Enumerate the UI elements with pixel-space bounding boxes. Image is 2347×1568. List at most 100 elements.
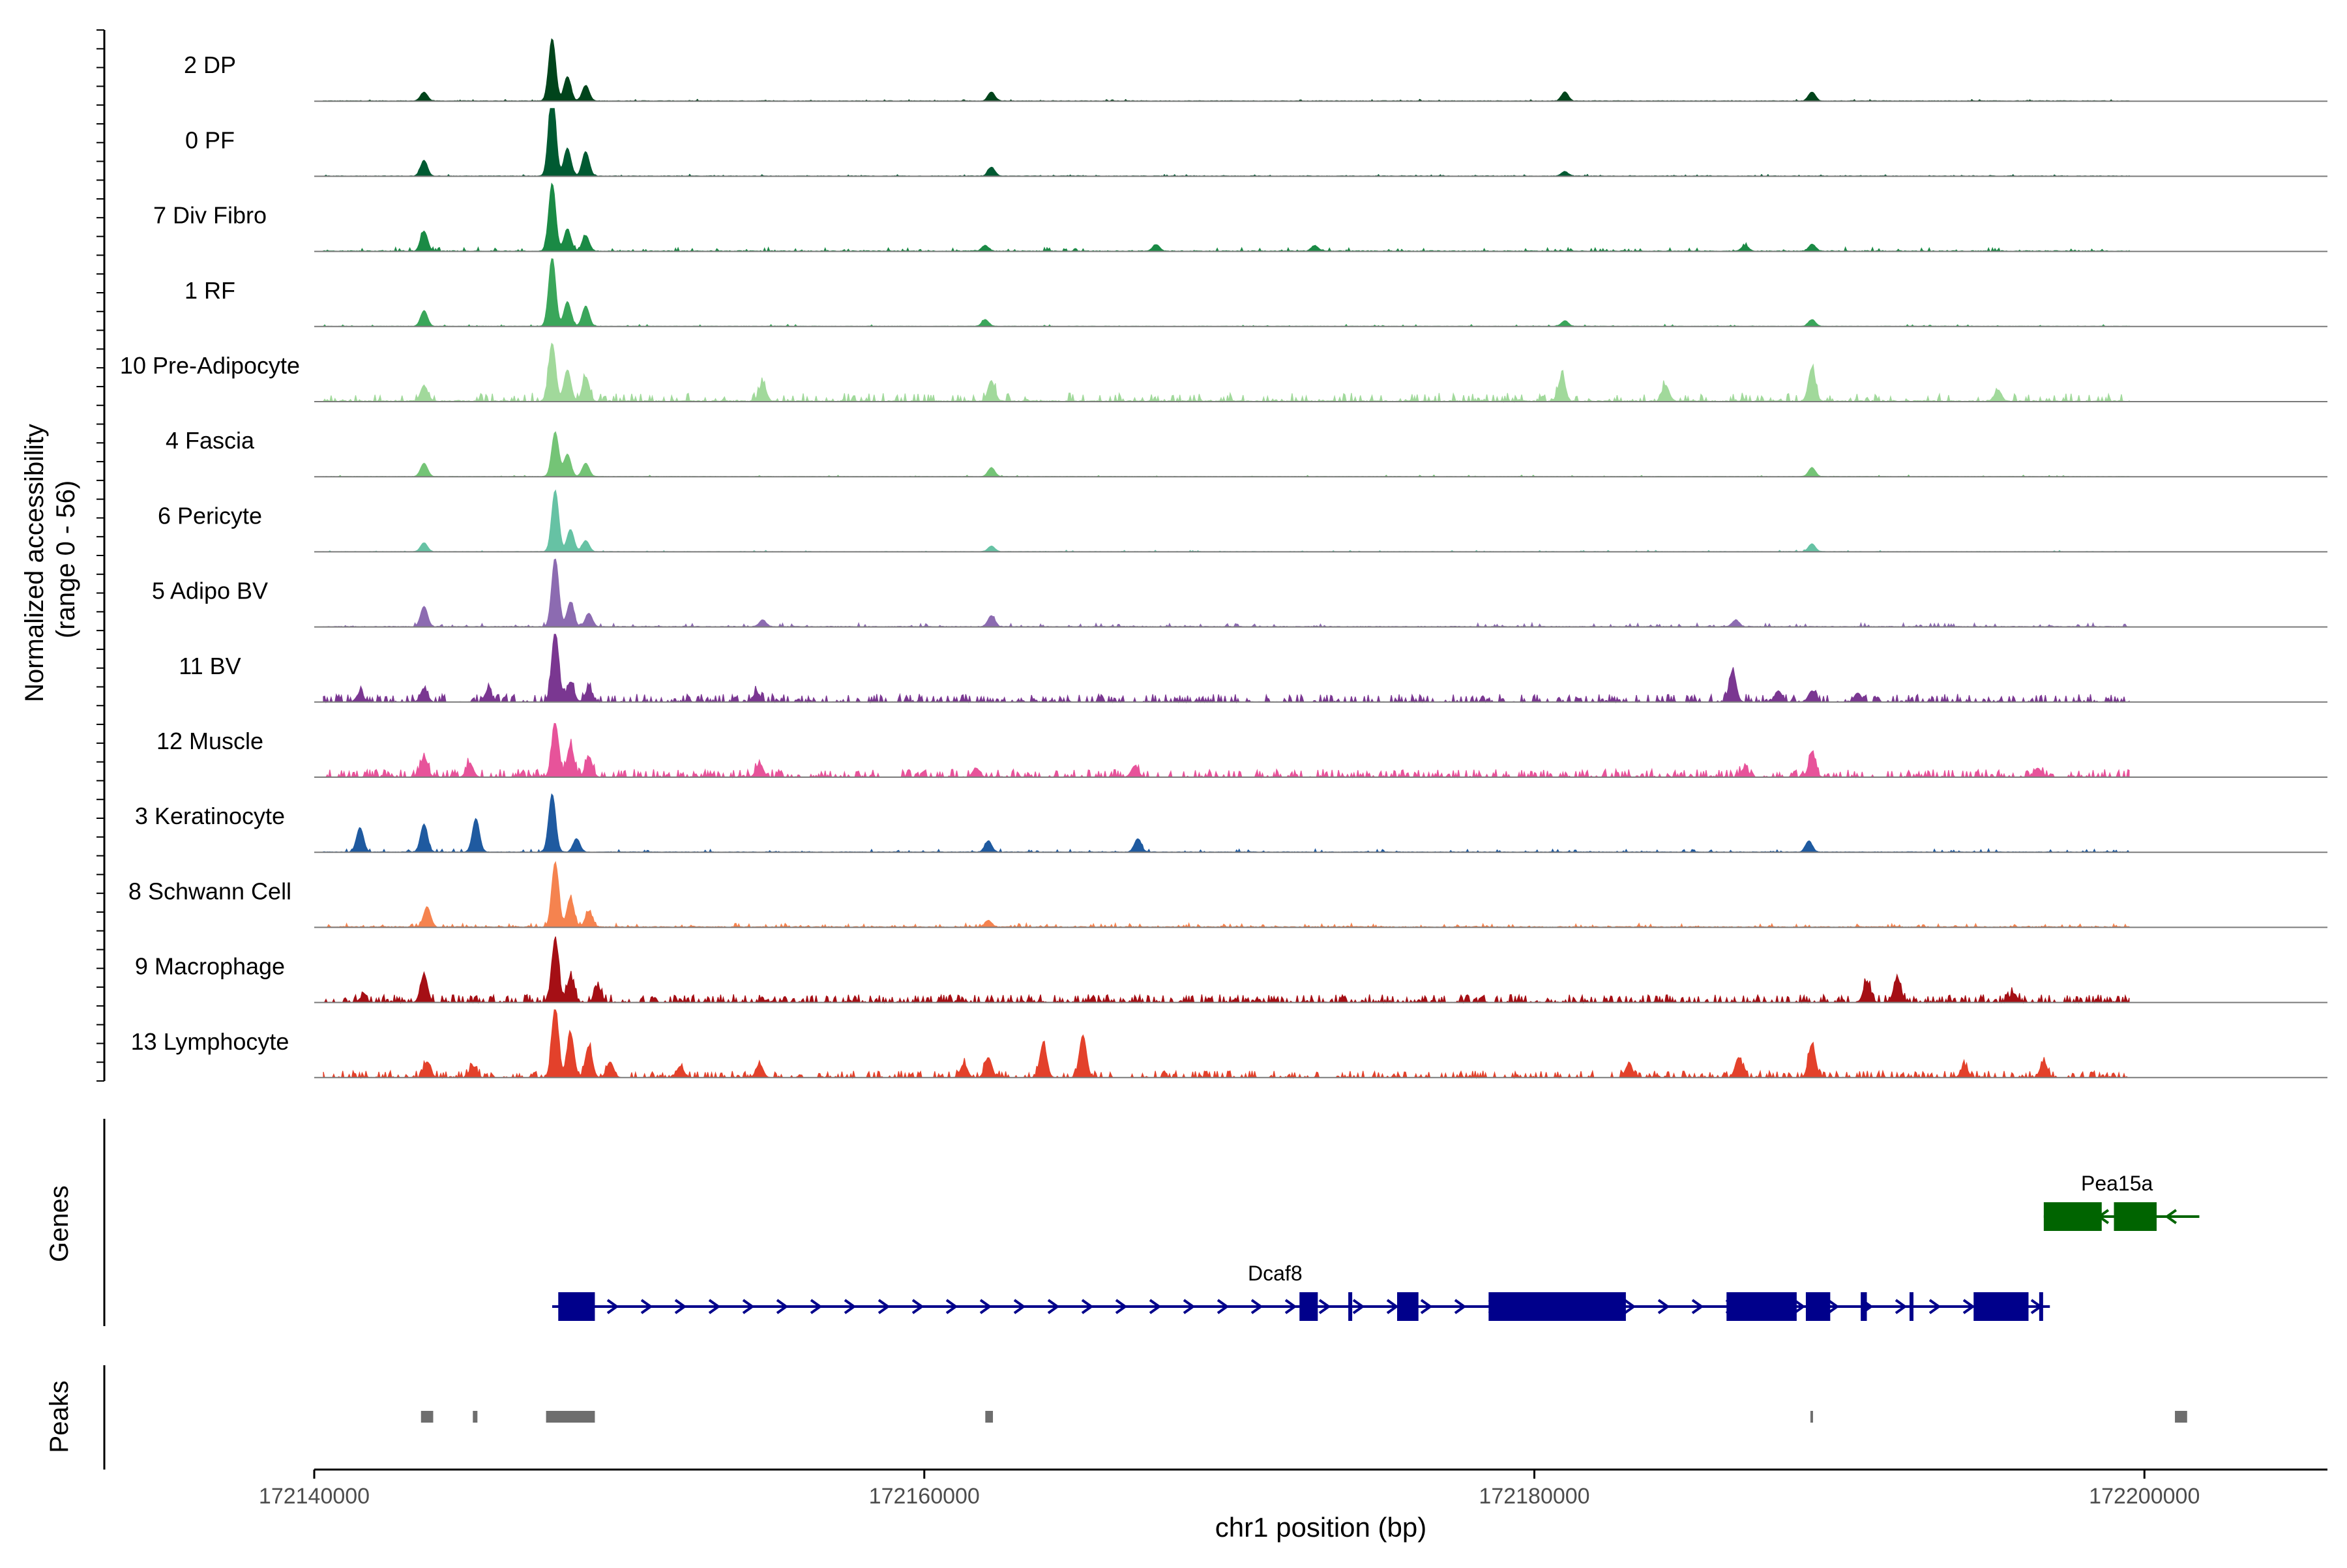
coverage-area [323, 634, 2130, 704]
strand-arrow [1623, 1299, 1636, 1314]
track-label: 2 DP [184, 52, 236, 78]
strand-arrow [606, 1299, 619, 1314]
strand-arrow [1081, 1299, 1094, 1314]
strand-arrow [640, 1299, 653, 1314]
track-label: 10 Pre-Adipocyte [120, 352, 300, 379]
strand-arrow [1827, 1299, 1840, 1314]
x-tick-label: 172140000 [259, 1484, 370, 1509]
track-label: 11 BV [179, 653, 241, 679]
track-label: 5 Adipo BV [152, 578, 268, 604]
strand-arrow [1352, 1299, 1365, 1314]
track-13-lymphocyte: 13 Lymphocyte [131, 1009, 2327, 1080]
peaks-panel [103, 1365, 2187, 1470]
strand-arrow [1115, 1299, 1128, 1314]
track-0-pf: 0 PF [185, 108, 2327, 177]
coverage-area [323, 1009, 2130, 1080]
exon-block [1348, 1292, 1353, 1321]
x-tick-label: 172160000 [869, 1484, 980, 1509]
genes-axis-title: Genes [45, 1185, 74, 1262]
strand-arrow [1318, 1299, 1331, 1314]
coverage-area [323, 861, 2130, 928]
track-label: 13 Lymphocyte [131, 1028, 289, 1055]
coverage-tracks: 2 DP 0 PF 7 Div Fibro 1 RF 10 Pre-Adipocyte 4… [96, 29, 2327, 1082]
track-1-rf: 1 RF [185, 258, 2327, 327]
track-10-pre-adipocyte: 10 Pre-Adipocyte [120, 342, 2327, 404]
strand-arrow [2164, 1209, 2177, 1224]
x-tick-label: 172180000 [1479, 1484, 1589, 1509]
strand-arrow [742, 1299, 755, 1314]
strand-arrow [1895, 1299, 1908, 1314]
strand-arrow [1454, 1299, 1467, 1314]
strand-arrow [1691, 1299, 1704, 1314]
strand-arrow [979, 1299, 992, 1314]
coverage-area [323, 38, 2130, 102]
coverage-area [323, 258, 2130, 327]
strand-arrow [1420, 1299, 1433, 1314]
exon-block [1299, 1292, 1318, 1321]
strand-arrow [674, 1299, 687, 1314]
peak-region [546, 1411, 595, 1423]
strand-arrow [911, 1299, 924, 1314]
exon-block [2043, 1202, 2102, 1231]
exon-block [1910, 1292, 1914, 1321]
strand-arrow [844, 1299, 857, 1314]
track-label: 3 Keratinocyte [135, 803, 285, 829]
coverage-area [323, 489, 2130, 553]
exon-block [1973, 1292, 2029, 1321]
strand-arrow [1183, 1299, 1196, 1314]
gene-label: Dcaf8 [1248, 1262, 1303, 1285]
peaks-axis-title: Peaks [45, 1380, 74, 1453]
peak-region [2175, 1411, 2187, 1423]
exon-block [2039, 1292, 2043, 1321]
exon-block [1488, 1292, 1626, 1321]
strand-arrow [810, 1299, 823, 1314]
exon-block [1726, 1292, 1797, 1321]
gene-dcaf8: Dcaf8 [552, 1262, 2050, 1321]
track-11-bv: 11 BV [179, 634, 2327, 704]
strand-arrow [1250, 1299, 1263, 1314]
track-8-schwann-cell: 8 Schwann Cell [128, 861, 2327, 928]
peak-region [473, 1411, 478, 1423]
y-axis-title-line1: Normalized accessibility [20, 424, 49, 702]
track-7-div-fibro: 7 Div Fibro [153, 183, 2327, 252]
strand-arrow [1217, 1299, 1230, 1314]
gene-pea15a: Pea15a [2043, 1172, 2200, 1231]
exon-block [1861, 1292, 1867, 1321]
exon-block [2114, 1202, 2157, 1231]
coverage-area [323, 108, 2130, 177]
peak-region [421, 1411, 434, 1423]
gene-label: Pea15a [2081, 1172, 2153, 1195]
track-label: 4 Fascia [166, 427, 255, 454]
coverage-area [323, 431, 2130, 477]
exon-block [1396, 1292, 1419, 1321]
coverage-area [323, 793, 2131, 853]
track-label: 7 Div Fibro [153, 202, 267, 229]
strand-arrow [708, 1299, 721, 1314]
y-axis-title-line2: (range 0 - 56) [52, 481, 80, 638]
track-label: 8 Schwann Cell [128, 878, 291, 904]
strand-arrow [878, 1299, 891, 1314]
x-tick-label: 172200000 [2089, 1484, 2200, 1509]
strand-arrow [1013, 1299, 1026, 1314]
track-4-fascia: 4 Fascia [166, 427, 2327, 478]
strand-arrow [1149, 1299, 1162, 1314]
exon-block [558, 1292, 595, 1321]
x-axis: 172140000 172160000 172180000 172200000 [259, 1468, 2327, 1509]
track-2-dp: 2 DP [184, 38, 2327, 102]
strand-arrow [1386, 1299, 1399, 1314]
track-label: 12 Muscle [156, 728, 263, 754]
track-label: 6 Pericyte [158, 502, 262, 529]
track-6-pericyte: 6 Pericyte [158, 489, 2327, 553]
strand-arrow [1793, 1299, 1806, 1314]
strand-arrow [1047, 1299, 1060, 1314]
genes-panel: Pea15a Dcaf8 [103, 1119, 2200, 1326]
peak-region [1810, 1411, 1813, 1423]
peak-region [985, 1411, 994, 1423]
axis-titles: Normalized accessibility (range 0 - 56) … [20, 417, 1426, 1543]
track-12-muscle: 12 Muscle [156, 722, 2327, 779]
track-5-adipo-bv: 5 Adipo BV [152, 558, 2327, 628]
strand-arrow [1928, 1299, 1941, 1314]
y-axis-title: Normalized accessibility (range 0 - 56) [20, 417, 80, 702]
strand-arrow [1284, 1299, 1297, 1314]
